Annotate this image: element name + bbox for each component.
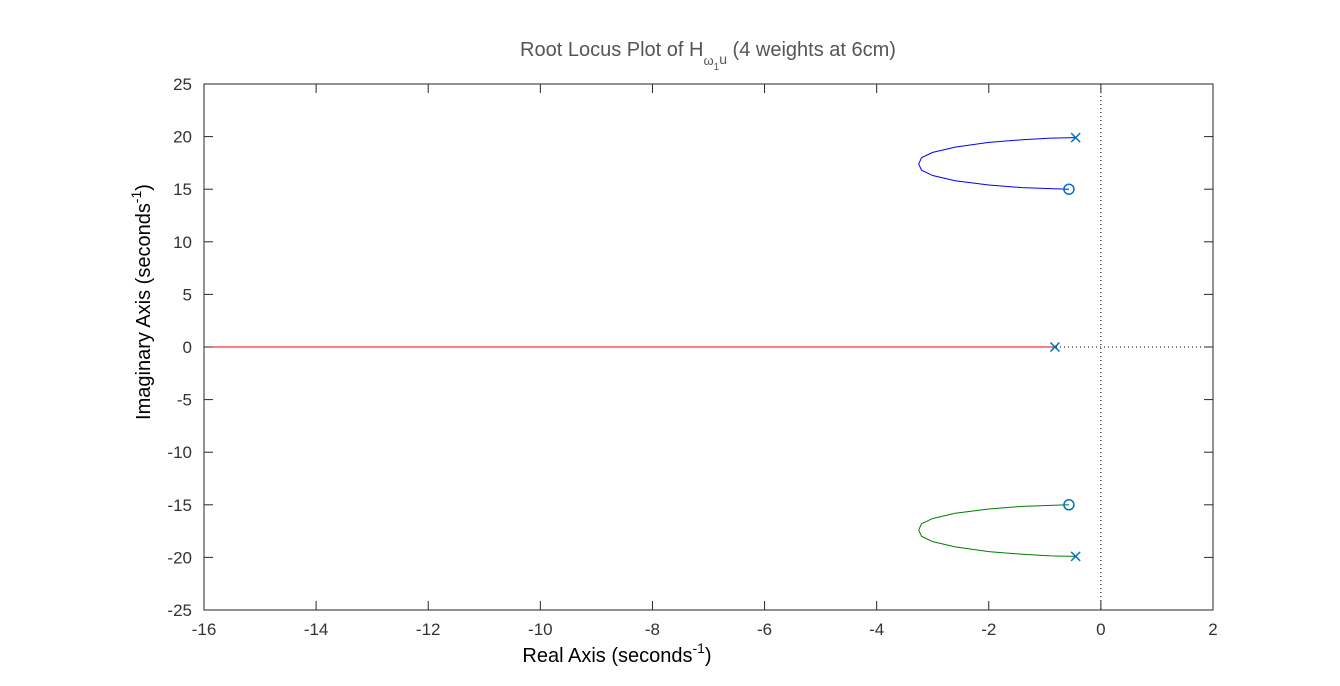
y-tick-label: 5	[183, 285, 192, 304]
x-tick-label: -6	[757, 620, 772, 639]
locus-branches	[204, 137, 1076, 557]
chart-title-subscript: ω	[703, 53, 713, 68]
x-axis-label-text: Real Axis (seconds	[522, 645, 692, 667]
locus-branch-1	[918, 137, 1076, 190]
pole-marker-1	[1070, 132, 1081, 143]
y-tick-label: -10	[167, 443, 192, 462]
y-tick-label: 25	[173, 75, 192, 94]
zero-marker-1	[1063, 183, 1075, 195]
y-tick-label: 15	[173, 180, 192, 199]
y-axis-label-tail: )	[133, 184, 155, 191]
y-tick-label: -5	[177, 391, 192, 410]
y-tick-label: -25	[167, 601, 192, 620]
x-axis-ticks: -16 -14 -12 -10 -8 -6 -4 -2 0 2	[192, 84, 1218, 639]
x-tick-label: -16	[192, 620, 217, 639]
x-tick-label: 0	[1096, 620, 1105, 639]
x-tick-label: -4	[869, 620, 884, 639]
chart-title: Root Locus Plot of Hω1u (4 weights at 6c…	[520, 39, 896, 73]
pole-zero-markers	[1049, 132, 1081, 562]
x-tick-label: 2	[1208, 620, 1217, 639]
pole-marker-3	[1070, 551, 1081, 562]
y-tick-label: -20	[167, 548, 192, 567]
x-axis-label-tail: )	[705, 645, 712, 667]
y-axis-label-text: Imaginary Axis (seconds	[133, 203, 155, 420]
chart-title-subsubscript: 1	[714, 62, 720, 73]
chart-title-suffix: (4 weights at 6cm)	[727, 39, 896, 61]
x-axis-label-superscript: -1	[692, 640, 705, 656]
x-tick-label: -8	[645, 620, 660, 639]
x-tick-label: -12	[416, 620, 441, 639]
y-axis-label: Imaginary Axis (seconds-1)	[128, 184, 155, 420]
y-tick-label: 20	[173, 128, 192, 147]
y-axis-label-superscript: -1	[128, 191, 144, 204]
x-tick-label: -10	[528, 620, 553, 639]
chart-title-subscript-tail: u	[719, 51, 727, 67]
y-tick-label: 10	[173, 233, 192, 252]
y-tick-label: -15	[167, 496, 192, 515]
chart-title-prefix: Root Locus Plot of H	[520, 39, 703, 61]
x-axis-label: Real Axis (seconds-1)	[522, 640, 711, 667]
y-tick-label: 0	[183, 338, 192, 357]
pole-marker-2	[1049, 341, 1060, 353]
zero-marker-2	[1063, 499, 1075, 511]
locus-branch-2	[918, 504, 1076, 557]
x-tick-label: -2	[981, 620, 996, 639]
y-axis-ticks: 25 20 15 10 5 0 -5 -10 -15 -20 -25	[167, 75, 1213, 620]
x-tick-label: -14	[304, 620, 329, 639]
